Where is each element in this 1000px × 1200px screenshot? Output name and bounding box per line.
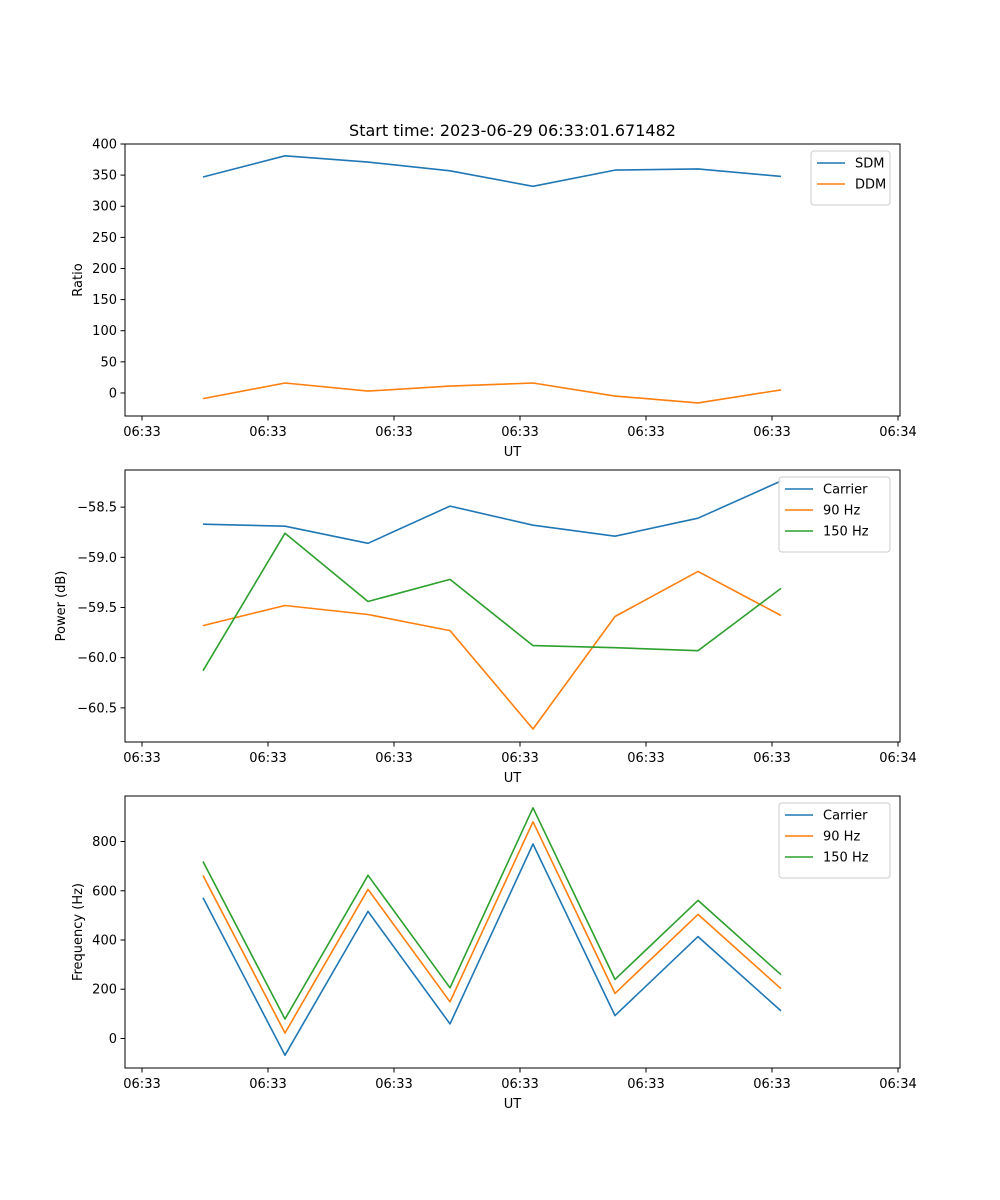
y-tick-label: 300 (92, 200, 117, 215)
y-tick-label: −58.5 (77, 501, 117, 516)
legend-label-ddm: DDM (855, 178, 886, 193)
figure-title: Start time: 2023-06-29 06:33:01.671482 (349, 121, 676, 140)
y-tick-label: 200 (92, 983, 117, 998)
y-tick-label: 50 (100, 355, 117, 370)
x-tick-label: 06:33 (123, 425, 160, 440)
legend-label-90-hz: 90 Hz (823, 504, 860, 519)
x-tick-label: 06:33 (375, 751, 412, 766)
x-tick-label: 06:33 (627, 751, 664, 766)
x-tick-label: 06:33 (123, 751, 160, 766)
y-tick-label: 800 (92, 835, 117, 850)
x-axis-label: UT (504, 1097, 522, 1112)
y-tick-label: 250 (92, 231, 117, 246)
series-line-90-hz (202, 570, 782, 730)
series-line-150-hz (202, 532, 782, 672)
y-tick-label: −60.0 (77, 651, 117, 666)
series-line-sdm (202, 155, 782, 188)
power-panel: 06:33 06:33 06:33 06:33 06:33 06:33 06:34 −60.5… (54, 469, 917, 786)
series-line-carrier (202, 843, 782, 1056)
y-tick-label: −59.0 (77, 551, 117, 566)
y-tick-label: 400 (92, 138, 117, 153)
y-tick-label: 350 (92, 169, 117, 184)
y-tick-label: −60.5 (77, 701, 117, 716)
x-tick-label: 06:34 (879, 751, 916, 766)
x-tick-label: 06:34 (879, 1077, 916, 1092)
legend-label-150-hz: 150 Hz (823, 525, 869, 540)
legend-label-sdm: SDM (855, 157, 884, 172)
legend-label-carrier: Carrier (823, 483, 868, 498)
x-tick-label: 06:33 (627, 1077, 664, 1092)
y-axis-label: Ratio (71, 263, 86, 296)
x-tick-label: 06:33 (249, 751, 286, 766)
axes-frame (124, 795, 901, 1069)
x-tick-label: 06:33 (753, 425, 790, 440)
x-tick-label: 06:33 (249, 425, 286, 440)
x-tick-label: 06:33 (753, 751, 790, 766)
y-tick-label: 0 (109, 1032, 117, 1047)
y-tick-label: 600 (92, 884, 117, 899)
legend-box (778, 802, 891, 879)
series-line-carrier (202, 480, 782, 545)
y-tick-label: 400 (92, 934, 117, 949)
x-tick-label: 06:33 (375, 1077, 412, 1092)
frequency-panel: 06:33 06:33 06:33 06:33 06:33 06:33 06:34 0 200 4… (71, 795, 917, 1112)
x-tick-label: 06:34 (879, 425, 916, 440)
y-tick-label: −59.5 (77, 601, 117, 616)
ratio-panel: 06:33 06:33 06:33 06:33 06:33 06:33 06:34 0 50 10… (71, 138, 917, 461)
x-tick-label: 06:33 (753, 1077, 790, 1092)
x-tick-label: 06:33 (123, 1077, 160, 1092)
x-tick-label: 06:33 (501, 751, 538, 766)
series-line-90-hz (202, 820, 782, 1034)
axes-frame (124, 143, 901, 417)
y-tick-label: 200 (92, 262, 117, 277)
y-axis-label: Power (dB) (54, 571, 69, 642)
x-tick-label: 06:33 (375, 425, 412, 440)
legend-box (778, 476, 891, 553)
y-tick-label: 0 (109, 386, 117, 401)
x-tick-label: 06:33 (249, 1077, 286, 1092)
legend-box (810, 150, 891, 206)
y-tick-label: 100 (92, 324, 117, 339)
y-tick-label: 150 (92, 293, 117, 308)
x-tick-label: 06:33 (501, 1077, 538, 1092)
x-tick-label: 06:33 (501, 425, 538, 440)
legend-label-90-hz: 90 Hz (823, 830, 860, 845)
series-line-ddm (202, 382, 782, 404)
x-axis-label: UT (504, 445, 522, 460)
legend-label-150-hz: 150 Hz (823, 851, 869, 866)
y-axis-label: Frequency (Hz) (71, 883, 86, 981)
x-tick-label: 06:33 (627, 425, 664, 440)
axes-frame (124, 469, 901, 743)
x-axis-label: UT (504, 771, 522, 786)
legend-label-carrier: Carrier (823, 809, 868, 824)
series-line-150-hz (202, 806, 782, 1020)
